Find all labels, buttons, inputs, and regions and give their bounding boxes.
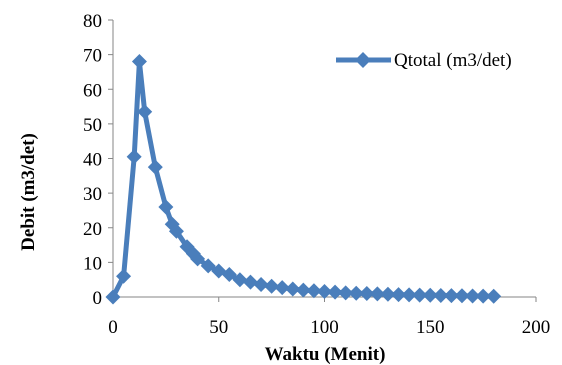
data-point <box>116 268 132 284</box>
y-tick-label: 70 <box>83 46 102 67</box>
data-point <box>401 287 417 303</box>
x-axis-label: Waktu (Menit) <box>265 344 386 365</box>
legend: Qtotal (m3/det) <box>336 50 512 71</box>
y-axis: 0 10 20 30 40 50 60 70 80 <box>83 11 114 309</box>
y-tick-label: 50 <box>83 115 102 136</box>
y-tick-label: 60 <box>83 80 102 101</box>
y-axis-label: Debit (m3/det) <box>18 133 39 251</box>
data-point <box>285 281 301 297</box>
data-point <box>168 223 184 239</box>
data-point <box>475 288 491 304</box>
data-point <box>264 278 280 294</box>
data-point <box>200 258 216 274</box>
data-point <box>295 282 311 298</box>
data-point <box>348 285 364 301</box>
y-tick-label: 40 <box>83 150 102 171</box>
data-point <box>137 104 153 120</box>
data-point <box>126 149 142 165</box>
data-point <box>190 251 206 267</box>
y-tick-label: 30 <box>83 184 102 205</box>
x-tick-label: 100 <box>310 317 339 338</box>
data-point <box>242 274 258 290</box>
data-point <box>359 286 375 302</box>
y-tick-label: 0 <box>93 288 103 309</box>
data-point <box>369 286 385 302</box>
data-point <box>422 287 438 303</box>
data-point <box>105 289 121 305</box>
x-axis: 0 50 100 150 200 <box>108 296 551 338</box>
x-tick-label: 0 <box>108 317 118 338</box>
data-point <box>327 284 343 300</box>
data-point <box>486 288 502 304</box>
legend-label: Qtotal (m3/det) <box>394 50 512 71</box>
data-point <box>465 288 481 304</box>
data-point <box>253 277 269 293</box>
data-point <box>338 285 354 301</box>
data-point <box>147 159 163 175</box>
x-tick-label: 50 <box>209 317 228 338</box>
data-point <box>221 266 237 282</box>
data-point <box>433 287 449 303</box>
data-point <box>443 288 459 304</box>
data-point <box>274 280 290 296</box>
data-point <box>391 287 407 303</box>
data-point <box>158 199 174 215</box>
legend-marker <box>355 52 371 68</box>
data-point <box>380 286 396 302</box>
data-point <box>306 283 322 299</box>
data-point <box>454 288 470 304</box>
x-tick-label: 200 <box>522 317 551 338</box>
data-point <box>232 272 248 288</box>
y-tick-label: 20 <box>83 219 102 240</box>
data-point <box>412 287 428 303</box>
y-tick-label: 10 <box>83 253 102 274</box>
x-tick-label: 150 <box>416 317 445 338</box>
data-point <box>131 54 147 70</box>
y-tick-label: 80 <box>83 11 102 32</box>
data-point <box>317 283 332 299</box>
series-group <box>105 54 502 305</box>
series-line <box>110 59 497 300</box>
